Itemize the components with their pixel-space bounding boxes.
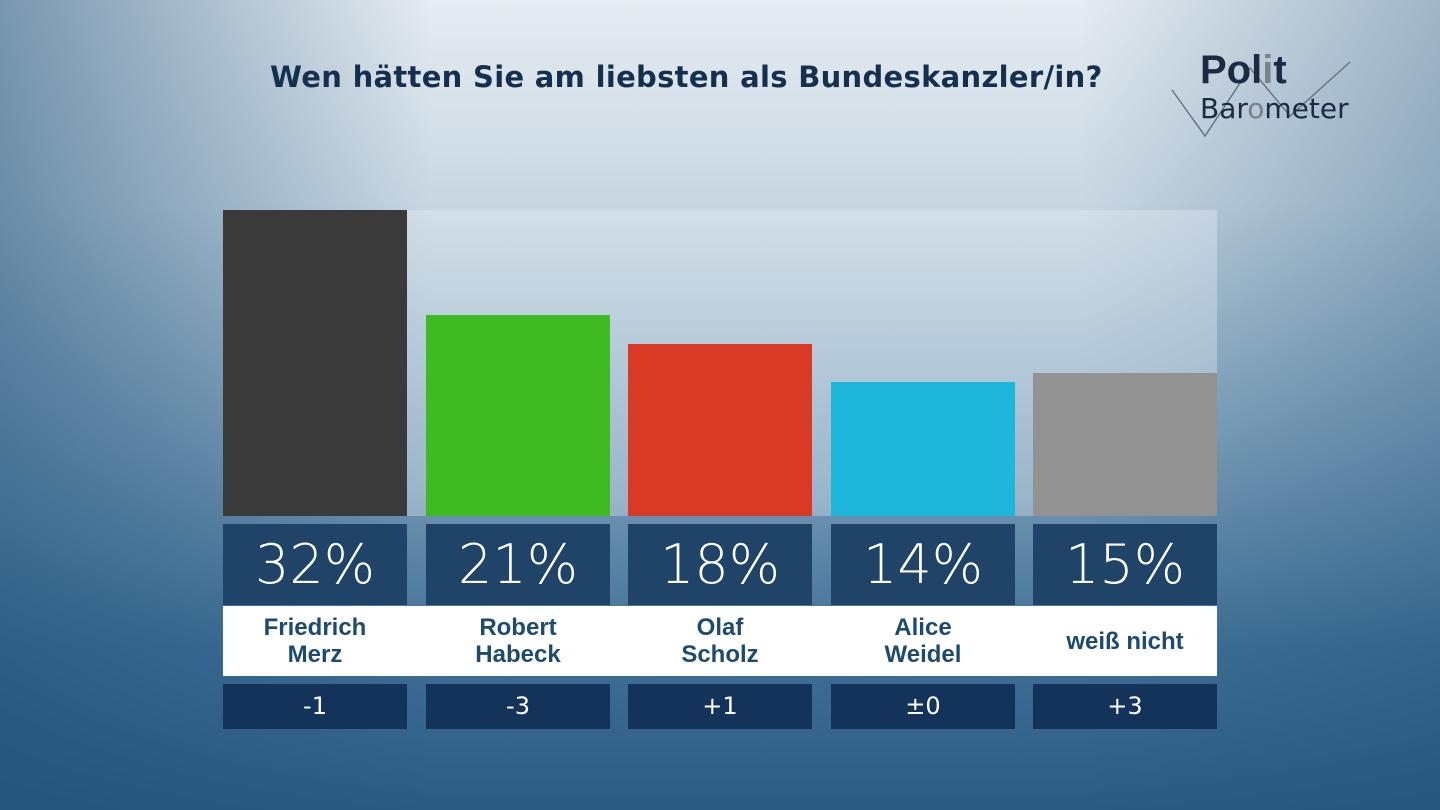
names-band bbox=[223, 606, 1217, 676]
change-label: ±0 bbox=[831, 684, 1015, 729]
change-label: -1 bbox=[223, 684, 407, 729]
category-label-line: Olaf bbox=[696, 614, 744, 641]
value-label: 14% bbox=[831, 524, 1015, 605]
change-label: +3 bbox=[1033, 684, 1217, 729]
bar-4 bbox=[831, 382, 1015, 516]
value-label: 21% bbox=[426, 524, 610, 605]
change-label: +1 bbox=[628, 684, 812, 729]
bar-1 bbox=[223, 210, 407, 516]
value-label: 32% bbox=[223, 524, 407, 605]
value-label: 15% bbox=[1033, 524, 1217, 605]
chart-title: Wen hätten Sie am liebsten als Bundeskan… bbox=[270, 60, 1103, 94]
bar-5 bbox=[1033, 372, 1217, 516]
value-label: 18% bbox=[628, 524, 812, 605]
category-label-line: Habeck bbox=[475, 641, 561, 668]
category-label: Alice Weidel bbox=[831, 606, 1015, 676]
category-label: Friedrich Merz bbox=[223, 606, 407, 676]
category-label-line: Friedrich bbox=[263, 614, 367, 641]
category-label: Olaf Scholz bbox=[628, 606, 812, 676]
category-label-line: Robert bbox=[479, 614, 557, 641]
bar-3 bbox=[628, 343, 812, 516]
category-label-line: weiß nicht bbox=[1066, 627, 1184, 655]
category-label-line: Alice bbox=[894, 614, 952, 641]
category-label: Robert Habeck bbox=[426, 606, 610, 676]
change-label: -3 bbox=[426, 684, 610, 729]
category-label-line: Merz bbox=[287, 641, 343, 668]
category-label: weiß nicht bbox=[1033, 606, 1217, 676]
category-label-line: Weidel bbox=[884, 641, 962, 668]
category-label-line: Scholz bbox=[681, 641, 759, 668]
politbarometer-logo: Polit Barometer bbox=[1170, 48, 1360, 148]
bar-2 bbox=[426, 315, 610, 516]
checkmark-icon bbox=[1171, 61, 1351, 138]
